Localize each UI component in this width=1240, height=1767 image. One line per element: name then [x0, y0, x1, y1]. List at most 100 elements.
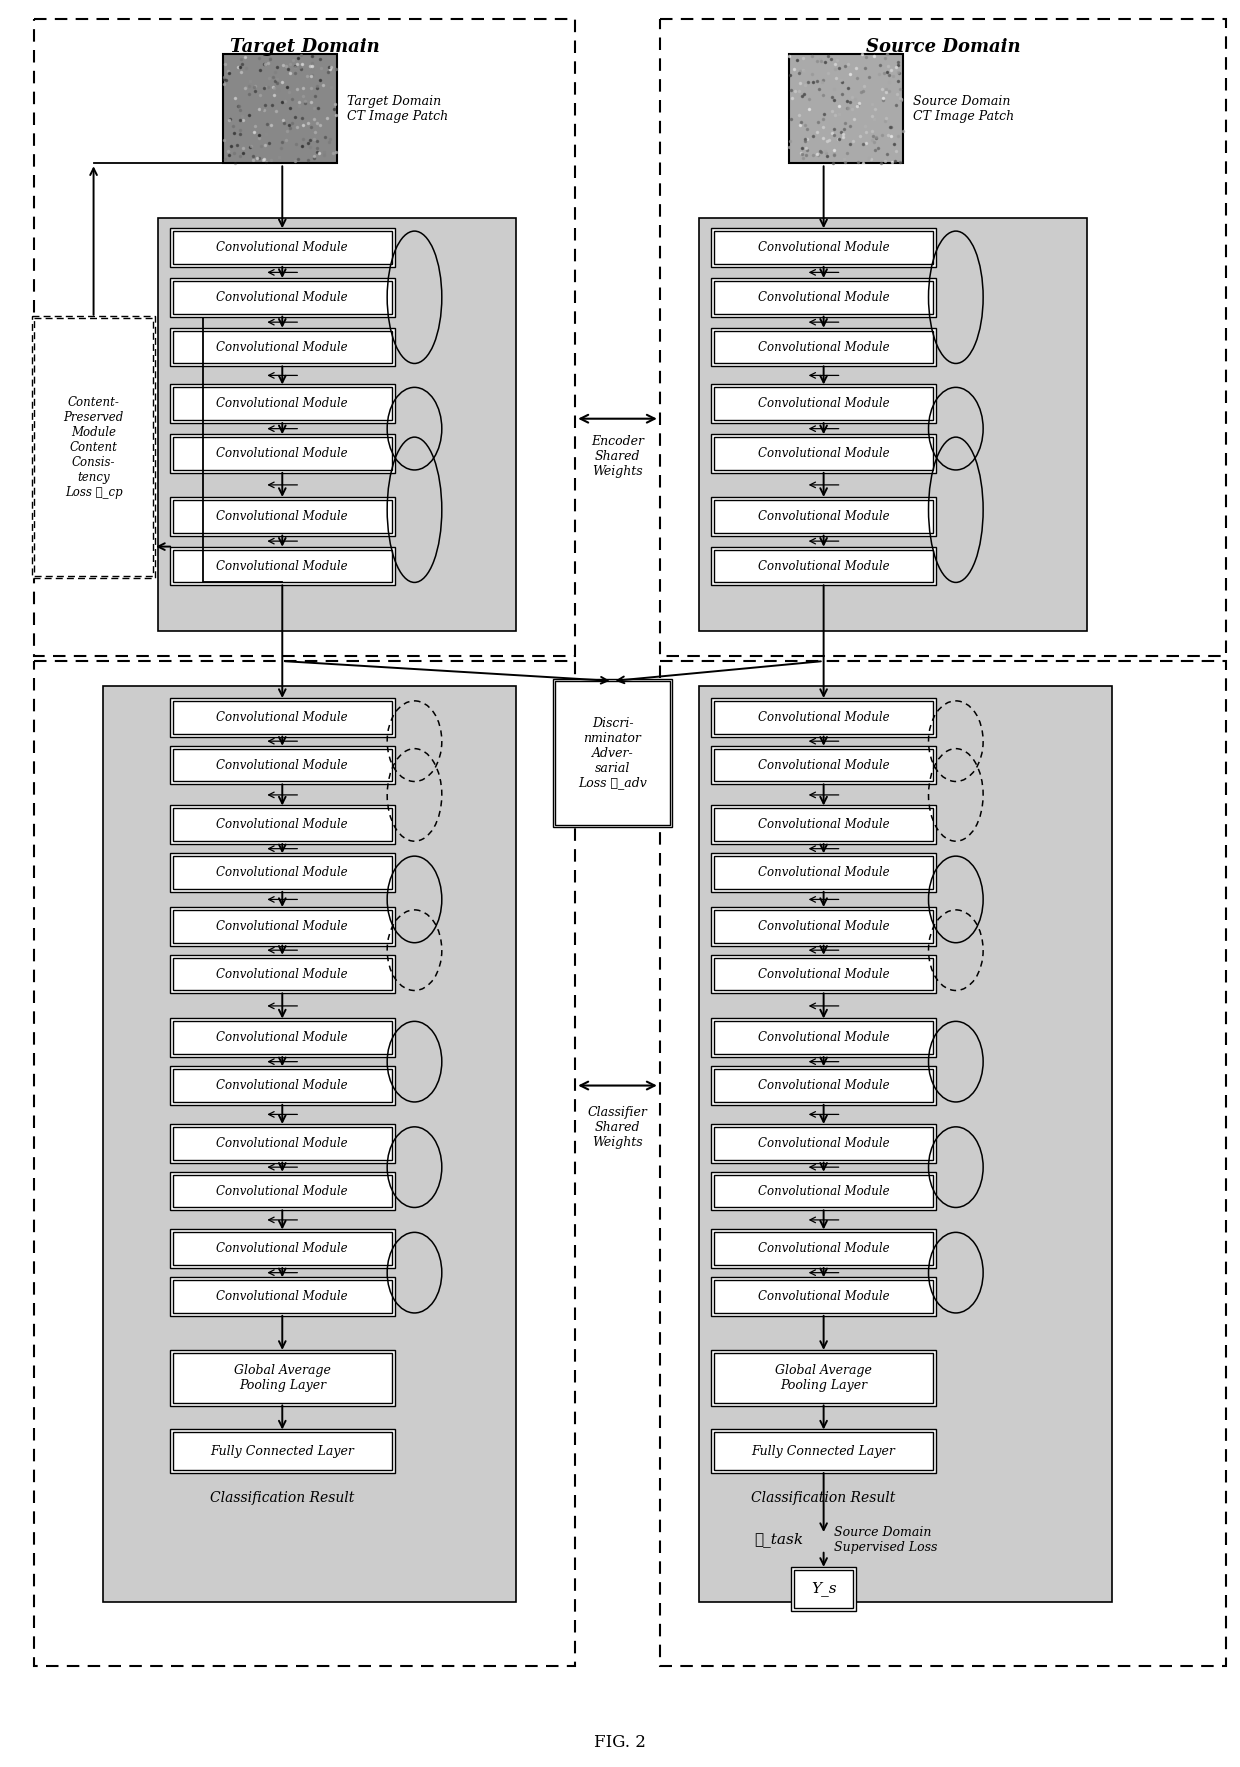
FancyBboxPatch shape: [789, 55, 903, 163]
FancyBboxPatch shape: [174, 958, 392, 991]
FancyBboxPatch shape: [714, 500, 932, 532]
Text: Fully Connected Layer: Fully Connected Layer: [211, 1445, 355, 1458]
FancyBboxPatch shape: [170, 497, 394, 535]
Text: Convolutional Module: Convolutional Module: [758, 710, 889, 724]
FancyBboxPatch shape: [714, 550, 932, 583]
FancyBboxPatch shape: [712, 1430, 936, 1474]
Text: Convolutional Module: Convolutional Module: [217, 1136, 348, 1150]
Text: Convolutional Module: Convolutional Module: [217, 1290, 348, 1302]
FancyBboxPatch shape: [174, 857, 392, 889]
FancyBboxPatch shape: [170, 1172, 394, 1210]
FancyBboxPatch shape: [712, 327, 936, 366]
FancyBboxPatch shape: [170, 546, 394, 585]
FancyBboxPatch shape: [174, 1127, 392, 1159]
FancyBboxPatch shape: [170, 1066, 394, 1104]
FancyBboxPatch shape: [714, 1354, 932, 1403]
Text: Convolutional Module: Convolutional Module: [758, 921, 889, 933]
Text: Convolutional Module: Convolutional Module: [217, 1080, 348, 1092]
FancyBboxPatch shape: [556, 680, 670, 825]
FancyBboxPatch shape: [712, 1066, 936, 1104]
Text: Convolutional Module: Convolutional Module: [758, 1290, 889, 1302]
Text: Encoder
Shared
Weights: Encoder Shared Weights: [591, 435, 644, 479]
Text: Convolutional Module: Convolutional Module: [217, 866, 348, 878]
Text: Y_s: Y_s: [811, 1581, 837, 1596]
FancyBboxPatch shape: [170, 327, 394, 366]
Text: Convolutional Module: Convolutional Module: [758, 818, 889, 830]
Text: Convolutional Module: Convolutional Module: [758, 341, 889, 353]
FancyBboxPatch shape: [170, 954, 394, 993]
FancyBboxPatch shape: [174, 1354, 392, 1403]
Text: Convolutional Module: Convolutional Module: [217, 240, 348, 254]
FancyBboxPatch shape: [714, 910, 932, 944]
Text: Convolutional Module: Convolutional Module: [217, 560, 348, 573]
FancyBboxPatch shape: [170, 1350, 394, 1405]
FancyBboxPatch shape: [714, 1232, 932, 1265]
Text: Convolutional Module: Convolutional Module: [217, 341, 348, 353]
FancyBboxPatch shape: [714, 1279, 932, 1313]
Text: Fully Connected Layer: Fully Connected Layer: [751, 1445, 895, 1458]
FancyBboxPatch shape: [174, 910, 392, 944]
Text: Source Domain
Supervised Loss: Source Domain Supervised Loss: [833, 1527, 937, 1553]
FancyBboxPatch shape: [170, 1124, 394, 1163]
FancyBboxPatch shape: [170, 806, 394, 845]
FancyBboxPatch shape: [553, 679, 672, 827]
FancyBboxPatch shape: [714, 1433, 932, 1470]
FancyBboxPatch shape: [712, 746, 936, 785]
FancyBboxPatch shape: [174, 1021, 392, 1055]
FancyBboxPatch shape: [174, 1232, 392, 1265]
FancyBboxPatch shape: [712, 228, 936, 267]
FancyBboxPatch shape: [170, 1018, 394, 1057]
Text: Convolutional Module: Convolutional Module: [758, 1242, 889, 1255]
FancyBboxPatch shape: [714, 1175, 932, 1207]
Text: Convolutional Module: Convolutional Module: [758, 1080, 889, 1092]
Text: Convolutional Module: Convolutional Module: [217, 921, 348, 933]
FancyBboxPatch shape: [712, 277, 936, 316]
FancyBboxPatch shape: [174, 550, 392, 583]
Text: Convolutional Module: Convolutional Module: [217, 1032, 348, 1044]
Text: Convolutional Module: Convolutional Module: [758, 1032, 889, 1044]
FancyBboxPatch shape: [714, 387, 932, 421]
Text: Convolutional Module: Convolutional Module: [758, 398, 889, 410]
FancyBboxPatch shape: [170, 385, 394, 422]
FancyBboxPatch shape: [712, 806, 936, 845]
FancyBboxPatch shape: [174, 701, 392, 733]
Text: Convolutional Module: Convolutional Module: [758, 560, 889, 573]
FancyBboxPatch shape: [174, 231, 392, 263]
Text: Convolutional Module: Convolutional Module: [758, 447, 889, 459]
Text: FIG. 2: FIG. 2: [594, 1735, 646, 1751]
FancyBboxPatch shape: [712, 853, 936, 892]
FancyBboxPatch shape: [174, 281, 392, 315]
FancyBboxPatch shape: [170, 698, 394, 737]
FancyBboxPatch shape: [712, 954, 936, 993]
Text: ℓ_task: ℓ_task: [755, 1532, 804, 1548]
FancyBboxPatch shape: [699, 686, 1112, 1601]
FancyBboxPatch shape: [170, 746, 394, 785]
Text: Convolutional Module: Convolutional Module: [217, 509, 348, 523]
FancyBboxPatch shape: [174, 500, 392, 532]
FancyBboxPatch shape: [714, 749, 932, 781]
FancyBboxPatch shape: [714, 330, 932, 364]
FancyBboxPatch shape: [170, 435, 394, 474]
Text: Convolutional Module: Convolutional Module: [758, 509, 889, 523]
Text: Convolutional Module: Convolutional Module: [217, 758, 348, 772]
Text: Source Domain
CT Image Patch: Source Domain CT Image Patch: [913, 95, 1014, 122]
Text: Convolutional Module: Convolutional Module: [217, 1184, 348, 1198]
FancyBboxPatch shape: [174, 808, 392, 841]
Text: Convolutional Module: Convolutional Module: [217, 1242, 348, 1255]
Text: Source Domain: Source Domain: [866, 37, 1021, 57]
FancyBboxPatch shape: [712, 546, 936, 585]
FancyBboxPatch shape: [712, 906, 936, 945]
FancyBboxPatch shape: [174, 1433, 392, 1470]
FancyBboxPatch shape: [714, 281, 932, 315]
FancyBboxPatch shape: [714, 1021, 932, 1055]
FancyBboxPatch shape: [170, 1230, 394, 1269]
FancyBboxPatch shape: [714, 701, 932, 733]
FancyBboxPatch shape: [223, 55, 337, 163]
Text: Convolutional Module: Convolutional Module: [217, 968, 348, 981]
FancyBboxPatch shape: [170, 1430, 394, 1474]
FancyBboxPatch shape: [712, 1350, 936, 1405]
FancyBboxPatch shape: [712, 385, 936, 422]
FancyBboxPatch shape: [712, 497, 936, 535]
Text: Convolutional Module: Convolutional Module: [758, 240, 889, 254]
FancyBboxPatch shape: [712, 1278, 936, 1316]
